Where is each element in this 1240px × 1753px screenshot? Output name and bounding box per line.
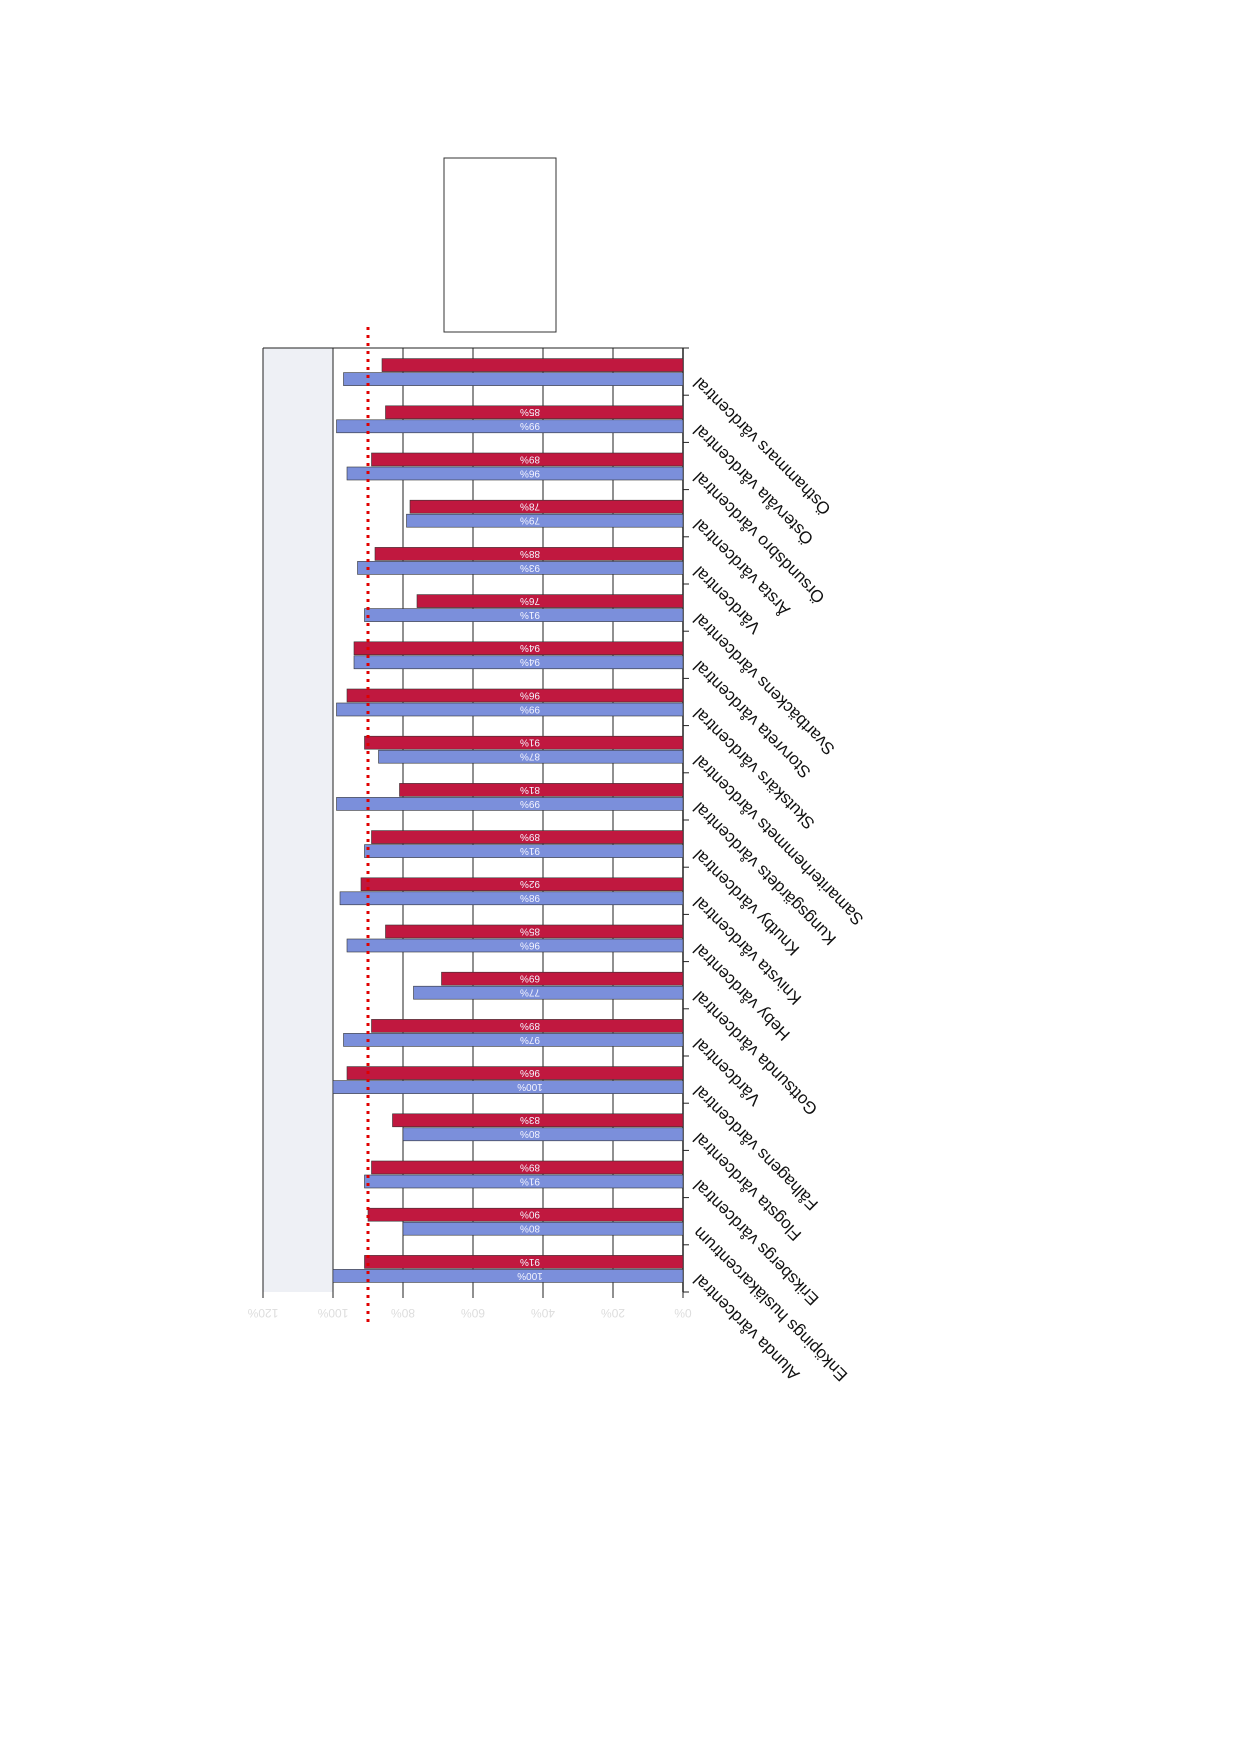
value-label: 76% xyxy=(520,595,540,606)
bar xyxy=(441,971,684,986)
value-label: 96% xyxy=(520,1067,540,1078)
x-tick-label: 40% xyxy=(531,1306,555,1320)
bar xyxy=(336,702,684,717)
bar xyxy=(409,499,684,514)
value-label: 85% xyxy=(520,406,540,417)
bar xyxy=(343,372,684,386)
value-label: 80% xyxy=(520,1223,540,1234)
value-label: 77% xyxy=(520,987,540,998)
bar xyxy=(336,419,684,434)
bar xyxy=(371,452,684,467)
bar xyxy=(360,877,684,892)
value-label: 80% xyxy=(520,1128,540,1139)
bar xyxy=(378,749,684,764)
value-label: 91% xyxy=(520,845,540,856)
value-label: 98% xyxy=(520,892,540,903)
value-label: 94% xyxy=(520,642,540,653)
bar xyxy=(346,466,684,481)
bar xyxy=(357,561,684,575)
value-label: 89% xyxy=(520,1161,540,1172)
value-label: 88% xyxy=(520,548,540,559)
bar xyxy=(343,1033,684,1047)
bar xyxy=(332,1269,684,1283)
value-label: 93% xyxy=(520,562,540,573)
bar xyxy=(367,1207,684,1222)
x-tick-label: 80% xyxy=(391,1306,415,1320)
plot-shade xyxy=(263,348,333,1292)
value-label: 91% xyxy=(520,1256,540,1267)
value-label: 100% xyxy=(517,1270,543,1281)
value-label: 97% xyxy=(520,1034,540,1045)
value-label: 87% xyxy=(520,751,540,762)
bar xyxy=(364,1255,684,1269)
value-label: 92% xyxy=(520,878,540,889)
bar xyxy=(336,797,684,811)
value-label: 99% xyxy=(520,703,540,714)
bar xyxy=(353,655,684,670)
value-label: 91% xyxy=(520,609,540,620)
value-label: 79% xyxy=(520,515,540,526)
x-tick-label: 60% xyxy=(461,1306,485,1320)
value-label: 90% xyxy=(520,1209,540,1220)
bar xyxy=(385,924,684,939)
value-label: 96% xyxy=(520,939,540,950)
x-tick-label: 0% xyxy=(674,1306,692,1320)
value-label: 91% xyxy=(520,737,540,748)
bar xyxy=(381,358,684,372)
value-label: 100% xyxy=(517,1081,543,1092)
bar xyxy=(346,938,684,953)
bar xyxy=(385,405,684,420)
value-label: 83% xyxy=(520,1114,540,1125)
value-label: 78% xyxy=(520,501,540,512)
bar xyxy=(364,608,684,622)
bar xyxy=(402,1221,684,1236)
x-tick-label: 100% xyxy=(317,1306,348,1320)
bar xyxy=(371,1160,684,1175)
bar xyxy=(364,844,684,858)
bar xyxy=(346,688,684,703)
bar xyxy=(332,1080,684,1094)
value-label: 96% xyxy=(520,467,540,478)
value-label: 89% xyxy=(520,831,540,842)
category-label: Samariterhemmets vårdcentral xyxy=(690,751,868,929)
bar xyxy=(399,783,684,797)
bar xyxy=(364,735,684,750)
chart: 0%20%40%60%80%100%120% Alunda vårdcentral… xyxy=(247,157,868,1385)
value-label: 89% xyxy=(520,1020,540,1031)
bar xyxy=(364,1174,684,1189)
value-label: 81% xyxy=(520,784,540,795)
bar xyxy=(346,1066,684,1080)
x-tick-label: 20% xyxy=(601,1306,625,1320)
bar xyxy=(371,830,684,844)
value-label: 94% xyxy=(520,656,540,667)
value-label: 99% xyxy=(520,798,540,809)
value-label: 69% xyxy=(520,973,540,984)
bar xyxy=(353,641,684,656)
bar xyxy=(392,1113,684,1128)
bar xyxy=(416,594,684,608)
value-label: 85% xyxy=(520,925,540,936)
value-label: 96% xyxy=(520,689,540,700)
bar xyxy=(339,891,684,906)
bar xyxy=(402,1127,684,1142)
bar xyxy=(374,547,684,561)
value-label: 99% xyxy=(520,420,540,431)
bar xyxy=(371,1019,684,1033)
bar xyxy=(406,513,684,528)
bar xyxy=(413,985,684,1000)
value-label: 91% xyxy=(520,1175,540,1186)
x-tick-label: 120% xyxy=(247,1306,278,1320)
value-label: 89% xyxy=(520,453,540,464)
legend-box xyxy=(443,157,557,333)
